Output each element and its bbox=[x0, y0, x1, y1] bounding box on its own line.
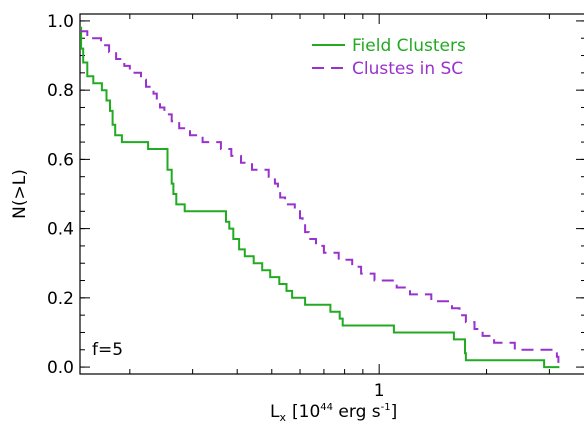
series-line-field-clusters bbox=[80, 26, 560, 369]
x-label-bracket-open: [ bbox=[292, 402, 299, 422]
x-label-unit-exp: -1 bbox=[381, 402, 391, 413]
x-label-exp: 44 bbox=[320, 402, 333, 413]
axis-ticks: 0.0 0.2 0.4 0.6 0.8 1.0 1 bbox=[47, 12, 584, 401]
y-tick-label: 0.4 bbox=[47, 220, 74, 240]
legend-label-field-clusters: Field Clusters bbox=[352, 36, 466, 56]
annotation-f: f=5 bbox=[92, 340, 123, 360]
x-label-sub: x bbox=[279, 411, 286, 424]
y-tick-label: 1.0 bbox=[47, 12, 74, 32]
y-axis-label: N(>L) bbox=[10, 169, 30, 219]
legend: Field Clusters Clustes in SC bbox=[312, 36, 466, 79]
y-tick-label: 0.0 bbox=[47, 358, 74, 378]
series-lines bbox=[80, 26, 561, 369]
x-label-main: L bbox=[270, 402, 280, 422]
x-tick-label: 1 bbox=[374, 381, 385, 401]
x-label-base: 10 bbox=[299, 402, 321, 422]
x-axis-label: Lx [1044 erg s-1] bbox=[270, 402, 397, 424]
series-line-clusters-in-sc bbox=[80, 30, 561, 368]
y-tick-label: 0.2 bbox=[47, 289, 74, 309]
x-label-unit: erg s bbox=[333, 402, 381, 422]
legend-label-clusters-in-sc: Clustes in SC bbox=[352, 59, 463, 79]
x-label-bracket-close: ] bbox=[391, 402, 398, 422]
y-tick-label: 0.8 bbox=[47, 81, 74, 101]
y-tick-label: 0.6 bbox=[47, 150, 74, 170]
